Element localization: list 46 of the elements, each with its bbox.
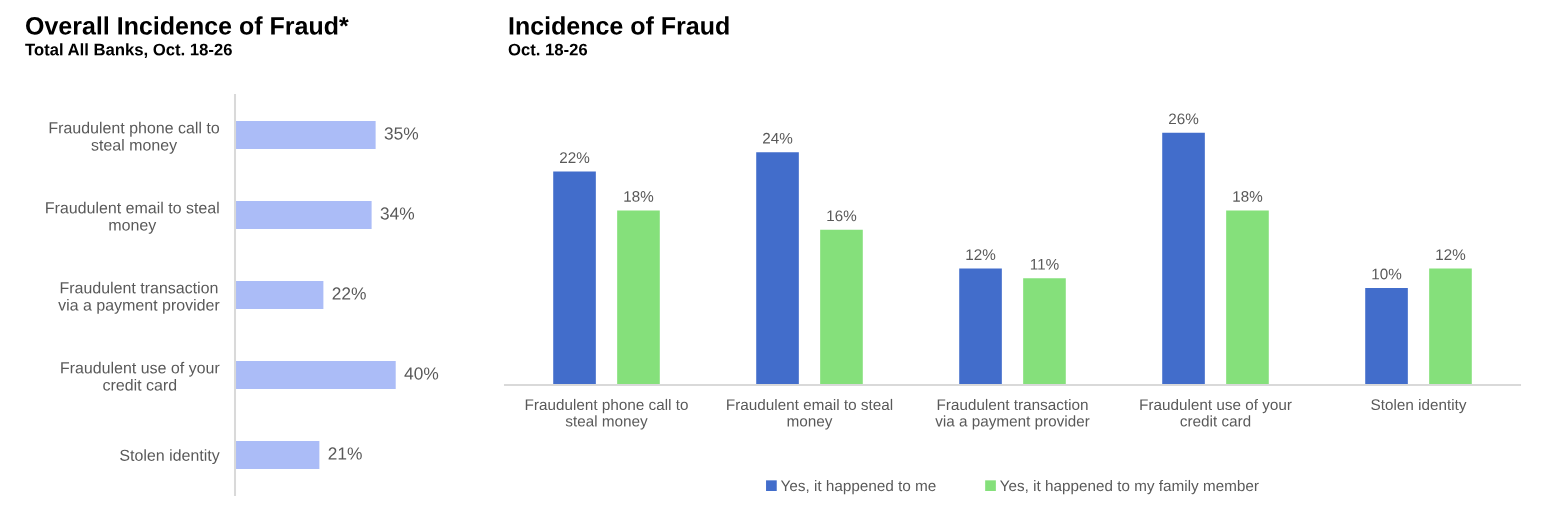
chart-subtitle: Total All Banks, Oct. 18-26 xyxy=(25,43,232,58)
data-label: 26% xyxy=(1169,113,1199,125)
x-tick-label: Fraudulent email to steal money xyxy=(727,398,893,430)
bar xyxy=(235,281,324,309)
data-label: 16% xyxy=(827,210,857,222)
bar xyxy=(1365,288,1408,385)
bar xyxy=(1023,278,1066,385)
bar xyxy=(235,121,376,149)
chart-title: Incidence of Fraud xyxy=(509,16,729,35)
bar xyxy=(235,361,396,389)
x-tick-label: Stolen identity xyxy=(1371,398,1467,414)
chart-subtitle: Oct. 18-26 xyxy=(508,43,588,56)
data-label: 40% xyxy=(404,367,439,380)
data-label: 12% xyxy=(966,249,996,260)
legend-label: Yes, it happened to me xyxy=(780,479,936,495)
bar xyxy=(235,201,372,229)
data-label: 34% xyxy=(380,207,415,220)
bar xyxy=(820,229,863,385)
data-label: 24% xyxy=(763,132,793,144)
bar xyxy=(235,441,320,469)
x-tick-label: Fraudulent phone call to steal money xyxy=(525,398,688,430)
bar xyxy=(1162,132,1205,385)
data-label: 35% xyxy=(384,127,419,140)
data-label: 22% xyxy=(332,287,366,300)
data-label: 18% xyxy=(624,191,654,202)
y-tick-label: Fraudulent transaction via a payment provider xyxy=(58,281,220,314)
y-tick-label: Fraudulent use of your credit card xyxy=(61,361,220,391)
y-tick-label: Fraudulent email to steal money xyxy=(46,201,219,234)
bar xyxy=(756,152,799,385)
bar xyxy=(617,210,660,385)
bar xyxy=(1226,210,1269,385)
x-tick-label: Fraudulent transaction via a payment provider xyxy=(935,398,1090,430)
data-label: 18% xyxy=(1233,191,1263,202)
chart-title: Overall Incidence of Fraud* xyxy=(26,16,349,35)
bar xyxy=(1429,268,1472,385)
bar xyxy=(959,268,1002,385)
data-label: 12% xyxy=(1436,249,1466,260)
data-label: 22% xyxy=(560,152,590,163)
data-label: 11% xyxy=(1030,258,1059,270)
x-tick-label: Fraudulent use of your credit card xyxy=(1140,398,1292,427)
y-tick-label: Stolen identity xyxy=(120,449,220,465)
bar xyxy=(553,171,596,385)
legend-label: Yes, it happened to my family member xyxy=(1000,479,1259,495)
y-tick-label: Fraudulent phone call to steal money xyxy=(49,121,220,154)
data-label: 21% xyxy=(328,447,362,460)
data-label: 10% xyxy=(1372,268,1402,280)
